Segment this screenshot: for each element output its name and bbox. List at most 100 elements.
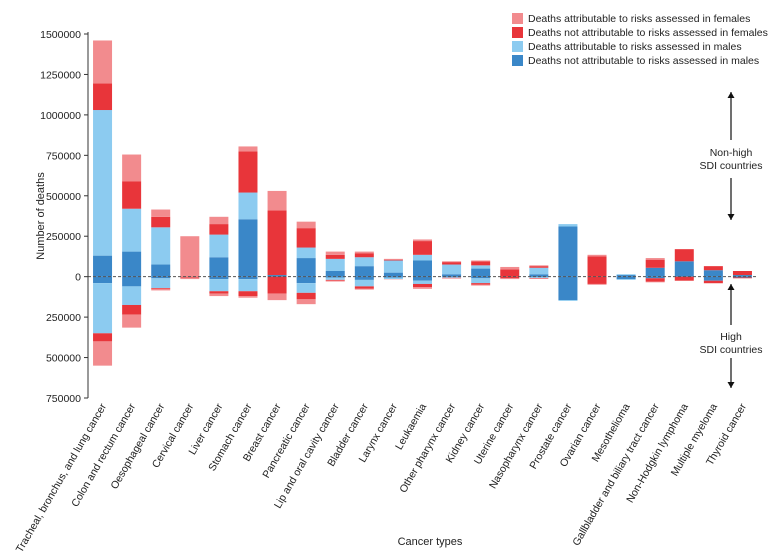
bar-segment-nonhigh [587,256,607,277]
arrow-head-icon [727,284,735,290]
bar-segment-nonhigh [645,258,665,260]
bar-segment-high [267,293,287,301]
bar-segment-high [616,276,636,280]
bar-segment-high [151,276,171,279]
y-tick-label: 250000 [46,231,81,243]
bar-segment-nonhigh [529,267,549,275]
bar-segment-high [267,276,287,294]
bar-segment-nonhigh [529,265,549,267]
annotation-lower: High [720,331,742,343]
bar-segment-high [471,278,491,284]
bar-segment-nonhigh [616,275,636,277]
bar-segment-nonhigh [151,264,171,277]
bar-segment-high [616,279,636,280]
bar-segment-nonhigh [93,255,113,277]
bar-segment-high [122,314,142,328]
bar-segment-nonhigh [354,266,374,277]
bar-segment-nonhigh [325,251,345,255]
bar-segment-nonhigh [413,254,432,261]
legend-label: Deaths attributable to risks assessed in… [528,13,750,25]
bar-segment-high [587,276,607,284]
bar-segment-high [413,280,432,284]
bar-segment-nonhigh [500,269,520,277]
bar-segment-nonhigh [354,251,374,254]
annotation-lower: SDI countries [699,344,762,356]
bar-segment-high [151,287,171,289]
bar-segment-high [296,299,316,305]
annotation-upper: Non-high [710,147,753,159]
y-axis-label: Number of deaths [35,172,47,260]
legend-label: Deaths not attributable to risks assesse… [528,55,759,67]
bar-segment-nonhigh [238,219,258,277]
bar-segment-nonhigh [209,224,229,235]
bar-segment-nonhigh [209,216,229,225]
bar-segment-nonhigh [383,259,403,261]
bar-segment-nonhigh [296,221,316,229]
legend-label: Deaths attributable to risks assessed in… [528,41,742,53]
bar-segment-nonhigh [703,270,723,277]
bar-segment-nonhigh [500,266,520,270]
bar-segment-high [180,277,200,280]
legend-swatch [512,13,523,24]
y-tick-label: 1500000 [40,29,81,41]
bar-segment-high [325,279,345,281]
bar-segment-high [122,276,142,287]
bar-segment-high [122,286,142,305]
bar-segment-high [413,283,432,288]
bar-segment-high [442,276,462,278]
bar-segment-high [209,293,229,297]
bar-segment-nonhigh [238,146,258,152]
bar-segment-nonhigh [471,268,491,277]
bar-segment-nonhigh [93,40,113,84]
bar-segment-high [471,276,491,279]
bar-segment-nonhigh [442,261,462,263]
y-tick-label: 500000 [46,191,81,203]
bar-segment-nonhigh [413,241,432,255]
bar-segment-nonhigh [151,209,171,217]
bar-segment-high [732,276,752,278]
bar-segment-nonhigh [296,228,316,248]
legend-label: Deaths not attributable to risks assesse… [528,27,768,39]
bar-segment-nonhigh [122,154,142,182]
bar-segment-high [238,291,258,297]
bar-segment-nonhigh [413,239,432,242]
bar-segment-nonhigh [732,271,752,276]
y-tick-label: 750000 [46,150,81,162]
bar-segment-nonhigh [325,258,345,272]
bar-segment-high [296,292,316,300]
bar-segment-nonhigh [238,192,258,220]
bar-segment-high [93,283,113,334]
arrow-head-icon [727,92,735,98]
bar-segment-nonhigh [209,234,229,258]
bar-segment-high [471,283,491,285]
y-tick-label: 1000000 [40,110,81,122]
bar-segment-nonhigh [267,275,287,277]
legend-swatch [512,41,523,52]
bar-segment-high [383,277,403,280]
x-axis-label: Cancer types [398,536,463,548]
bar-segment-nonhigh [383,260,403,273]
bar-segment-nonhigh [296,258,316,277]
bar-segment-nonhigh [180,236,200,277]
bar-segment-nonhigh [645,259,665,268]
bar-segment-nonhigh [471,265,491,269]
bar-segment-high [93,276,113,284]
bar-segment-nonhigh [122,181,142,209]
bar-segment-nonhigh [296,247,316,259]
bar-segment-nonhigh [645,267,665,277]
bar-segment-nonhigh [732,275,752,277]
bar-segment-nonhigh [238,151,258,193]
bar-segment-nonhigh [151,227,171,265]
bar-segment-nonhigh [93,83,113,111]
bar-segment-high [529,277,549,278]
bar-segment-high [151,288,171,291]
bar-segment-nonhigh [529,266,549,268]
legend: Deaths attributable to risks assessed in… [512,13,768,67]
bar-segment-nonhigh [442,274,462,277]
bar-segment-high [209,279,229,292]
bar-segment-nonhigh [471,261,491,266]
bar-segment-nonhigh [354,257,374,267]
bar-segment-high [674,276,694,281]
bar-segment-nonhigh [529,274,549,277]
